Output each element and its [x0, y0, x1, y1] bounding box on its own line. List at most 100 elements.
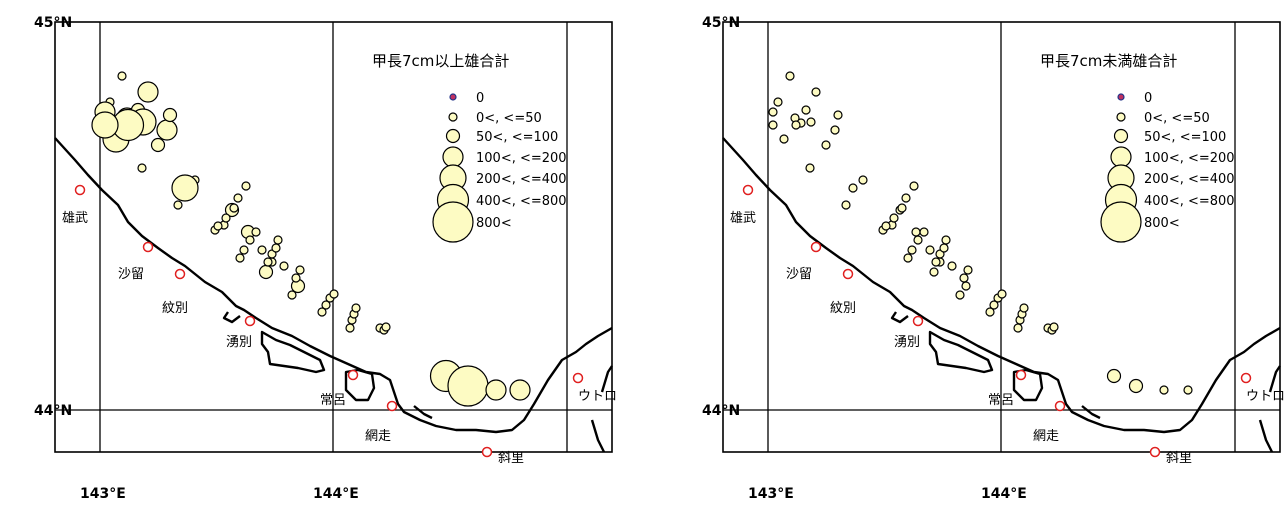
catch-bubble — [235, 253, 245, 263]
catch-bubble — [903, 253, 913, 263]
catch-bubble — [1128, 378, 1144, 394]
catch-bubble — [241, 181, 251, 191]
lon-label-144: 144°E — [981, 486, 1027, 502]
town-marker — [481, 446, 493, 458]
lat-label-44: 44°N — [34, 403, 72, 419]
catch-bubble — [811, 87, 821, 97]
catch-bubble — [1019, 303, 1029, 313]
catch-bubble — [941, 235, 951, 245]
lon-label-143: 143°E — [748, 486, 794, 502]
catch-bubble — [271, 243, 281, 253]
lagoon-saroma — [928, 330, 994, 374]
catch-bubble — [929, 267, 939, 277]
catch-bubble — [447, 365, 489, 407]
catch-bubble — [156, 119, 178, 141]
catch-bubble — [137, 81, 159, 103]
catch-bubble — [321, 300, 331, 310]
coast-bay — [413, 405, 433, 420]
catch-bubble — [273, 235, 283, 245]
catch-bubble — [805, 163, 815, 173]
catch-bubble — [768, 120, 778, 130]
town-label: 雄武 — [62, 211, 88, 226]
town-marker — [244, 315, 256, 327]
catch-bubble — [137, 163, 147, 173]
catch-bubble — [295, 265, 305, 275]
catch-bubble — [233, 193, 243, 203]
catch-bubble — [830, 125, 840, 135]
town-marker — [572, 372, 584, 384]
legend-marker — [442, 146, 464, 168]
catch-bubble — [345, 323, 355, 333]
town-marker — [174, 268, 186, 280]
lon-label-144: 144°E — [313, 486, 359, 502]
legend-class-label: 0 — [476, 91, 484, 106]
town-marker — [842, 268, 854, 280]
catch-bubble — [263, 257, 273, 267]
coastline — [722, 137, 1281, 434]
catch-bubble — [245, 235, 255, 245]
lat-label-45: 45°N — [34, 15, 72, 31]
catch-bubble — [925, 245, 935, 255]
catch-bubble — [806, 117, 816, 127]
town-label: 斜里 — [498, 451, 524, 466]
catch-bubble — [509, 379, 531, 401]
catch-bubble — [939, 243, 949, 253]
legend-class-label: 0<, <=50 — [1144, 111, 1210, 126]
town-label: 斜里 — [1166, 451, 1192, 466]
town-label: 常呂 — [988, 393, 1014, 408]
legend-marker — [1100, 201, 1142, 243]
coast-shiretoko — [1258, 365, 1281, 453]
town-label: 沙留 — [786, 267, 812, 282]
catch-bubble — [351, 303, 361, 313]
catch-bubble — [329, 289, 339, 299]
catch-bubble — [258, 264, 274, 280]
catch-bubble — [251, 227, 261, 237]
catch-bubble — [1049, 322, 1059, 332]
town-label: ウトロ — [578, 389, 617, 404]
town-label: 網走 — [365, 429, 391, 444]
catch-bubble — [841, 200, 851, 210]
catch-bubble — [291, 273, 301, 283]
catch-bubble — [919, 227, 929, 237]
catch-bubble — [773, 97, 783, 107]
legend-title: 甲長7cm未満雄合計 — [1040, 52, 1177, 70]
town-label: 常呂 — [320, 393, 346, 408]
town-marker — [1054, 400, 1066, 412]
town-marker — [1015, 369, 1027, 381]
town-label: 沙留 — [118, 267, 144, 282]
catch-bubble — [907, 245, 917, 255]
town-marker — [347, 369, 359, 381]
legend-title: 甲長7cm以上雄合計 — [372, 52, 509, 70]
town-marker — [1240, 372, 1252, 384]
catch-bubble — [150, 137, 166, 153]
catch-bubble — [1159, 385, 1169, 395]
catch-bubble — [485, 379, 507, 401]
town-marker — [912, 315, 924, 327]
catch-bubble — [961, 281, 971, 291]
legend-marker — [448, 112, 458, 122]
catch-bubble — [239, 245, 249, 255]
catch-bubble — [221, 213, 231, 223]
legend-marker — [1116, 112, 1126, 122]
catch-bubble — [947, 261, 957, 271]
legend-marker-zero — [449, 93, 457, 101]
catch-bubble — [833, 110, 843, 120]
catch-bubble — [989, 300, 999, 310]
legend-class-label: 50<, <=100 — [1144, 130, 1226, 145]
town-label: 紋別 — [830, 301, 856, 316]
catch-bubble — [901, 193, 911, 203]
catch-bubble — [963, 265, 973, 275]
catch-bubble — [801, 105, 811, 115]
coast-spit — [222, 311, 241, 324]
legend-marker — [432, 201, 474, 243]
town-marker — [386, 400, 398, 412]
catch-bubble — [785, 71, 795, 81]
legend-class-label: 200<, <=400 — [476, 172, 567, 187]
legend-marker-zero — [1117, 93, 1125, 101]
lagoon-notoro — [344, 368, 376, 402]
legend-class-label: 200<, <=400 — [1144, 172, 1235, 187]
catch-bubble — [117, 71, 127, 81]
coast-bay — [1081, 405, 1101, 420]
catch-bubble — [985, 307, 995, 317]
